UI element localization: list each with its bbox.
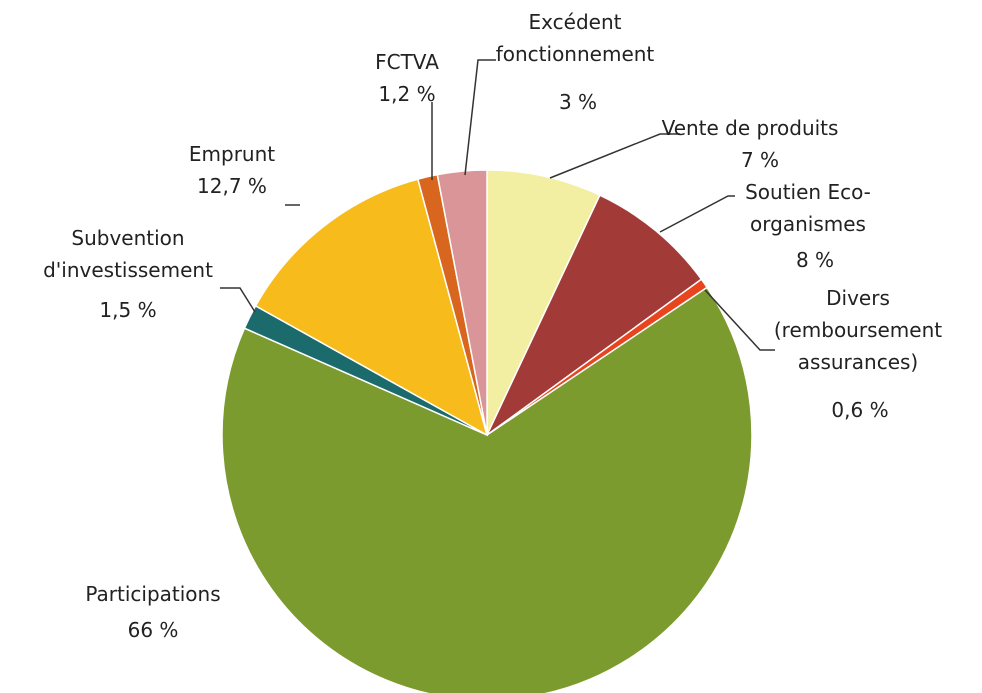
pie-slice [486, 169, 601, 436]
slice-value-label: 1,5 % [99, 298, 157, 322]
leader-line [220, 287, 256, 313]
slice-value-label: 1,2 % [378, 82, 436, 106]
leader-line [549, 133, 680, 179]
slice-label: Soutien Eco-organismes [745, 180, 871, 236]
leader-line [464, 59, 496, 176]
slice-label: Excédent fonctionnement [495, 10, 655, 66]
slice-value-label: 66 % [127, 618, 179, 642]
slice-label: Subvention d'investissement [43, 226, 213, 282]
leader-line [704, 289, 775, 351]
slice-value-label: 0,6 % [831, 398, 889, 422]
slice-value-label: 8 % [795, 248, 835, 272]
slice-label: Divers (remboursement assurances) [773, 286, 943, 374]
slice-label: FCTVA [375, 50, 439, 74]
leader-line [659, 195, 735, 233]
slice-label: Vente de produits [661, 116, 839, 140]
pie-slice [221, 286, 753, 693]
slice-label: Participations [85, 582, 221, 606]
pie-slice [436, 169, 488, 436]
pie-slice [486, 194, 703, 436]
slice-value-label: 12,7 % [197, 174, 267, 198]
pie-slice [254, 178, 489, 437]
slice-value-label: 3 % [558, 90, 598, 114]
slice-value-label: 7 % [740, 148, 780, 172]
slice-label: Emprunt [188, 142, 276, 166]
